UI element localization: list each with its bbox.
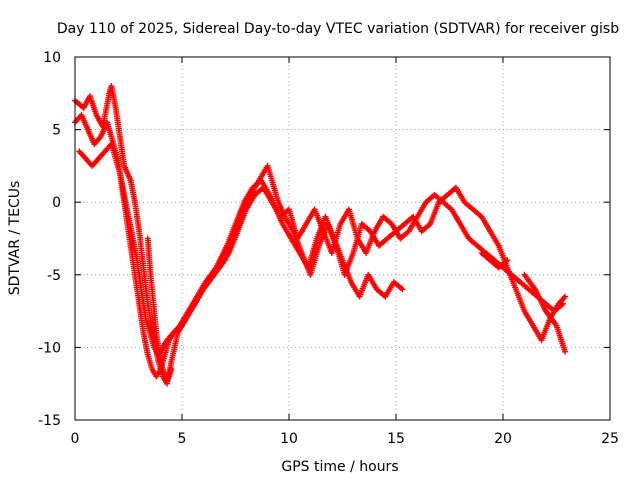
data-point	[388, 220, 403, 240]
data-point	[243, 193, 257, 213]
y-tick-label: -5	[47, 268, 61, 284]
data-point	[487, 228, 501, 247]
data-point	[136, 228, 147, 269]
data-point	[414, 201, 428, 220]
data-marks	[72, 83, 569, 387]
x-tick-label: 0	[71, 431, 80, 447]
data-point	[144, 351, 155, 371]
data-point	[112, 104, 123, 138]
y-tick-label: 0	[52, 195, 61, 211]
data-point	[140, 329, 151, 356]
data-point	[129, 235, 140, 262]
data-point	[91, 135, 103, 148]
data-point	[553, 322, 568, 353]
data-point	[504, 257, 511, 264]
data-point	[500, 264, 514, 277]
data-point	[339, 257, 354, 284]
data-point	[562, 293, 569, 300]
data-point	[93, 112, 105, 129]
data-point	[307, 244, 322, 278]
y-axis-label: SDTVAR / TECUs	[7, 181, 23, 296]
data-point	[234, 208, 249, 235]
data-point	[215, 251, 231, 271]
data-point	[521, 308, 535, 327]
data-point	[144, 235, 153, 269]
chart-title: Day 110 of 2025, Sidereal Day-to-day VTE…	[57, 21, 619, 37]
data-point	[97, 121, 110, 140]
x-tick-label: 20	[494, 431, 512, 447]
data-point	[138, 286, 149, 320]
data-point	[116, 133, 127, 167]
data-point	[76, 148, 88, 161]
data-point	[127, 177, 138, 204]
data-point	[517, 279, 531, 292]
y-tick-label: 5	[52, 123, 61, 139]
data-point	[452, 184, 467, 204]
data-point	[448, 206, 463, 226]
data-point	[288, 235, 302, 255]
data-point	[279, 220, 294, 240]
x-tick-label: 15	[387, 431, 405, 447]
x-tick-label: 10	[280, 431, 298, 447]
data-point	[168, 366, 175, 373]
data-point	[125, 213, 136, 240]
data-point	[542, 308, 559, 328]
data-point	[521, 271, 537, 291]
data-point	[204, 266, 221, 286]
x-tick-label: 5	[178, 431, 187, 447]
y-tick-label: -10	[38, 340, 61, 356]
data-point	[311, 206, 326, 233]
data-point	[345, 206, 360, 240]
data-point	[170, 323, 184, 336]
data-point	[427, 201, 442, 227]
data-point	[384, 229, 398, 242]
data-point	[562, 348, 569, 355]
data-point	[512, 286, 527, 313]
data-point	[78, 112, 91, 131]
data-point	[444, 185, 458, 198]
axis-ticks: 0 5 10 15 20 25 10 5 0 -5 -10 -15	[38, 50, 619, 447]
data-point	[131, 271, 142, 305]
data-point	[478, 213, 493, 233]
data-point	[112, 155, 123, 175]
data-point	[268, 177, 281, 204]
data-point	[155, 344, 164, 363]
data-point	[294, 222, 309, 242]
data-point	[226, 230, 240, 257]
data-point	[559, 300, 566, 307]
data-point	[470, 206, 484, 219]
data-point	[142, 315, 153, 334]
data-point	[159, 338, 169, 351]
data-point	[187, 295, 202, 315]
data-point	[232, 201, 247, 227]
data-point	[418, 222, 432, 235]
data-point	[286, 206, 300, 240]
data-point	[401, 214, 415, 227]
y-tick-label: -15	[38, 413, 61, 429]
data-point	[116, 170, 127, 196]
data-point	[121, 162, 133, 182]
data-point	[457, 220, 471, 240]
data-point	[151, 308, 160, 334]
data-point	[196, 280, 210, 300]
x-tick-label: 25	[601, 431, 619, 447]
data-point	[399, 286, 406, 293]
series-trace-4	[144, 235, 569, 384]
data-point	[131, 199, 142, 233]
x-axis-label: GPS time / hours	[281, 459, 398, 475]
data-point	[149, 286, 157, 312]
data-point	[164, 374, 172, 384]
data-point	[474, 242, 488, 255]
y-tick-label: 10	[43, 50, 61, 66]
data-point	[328, 223, 343, 257]
data-point	[358, 220, 372, 234]
data-point	[86, 93, 99, 117]
data-point	[495, 258, 509, 271]
data-point	[422, 193, 437, 206]
grid	[75, 57, 610, 420]
plot-frame	[74, 56, 611, 421]
